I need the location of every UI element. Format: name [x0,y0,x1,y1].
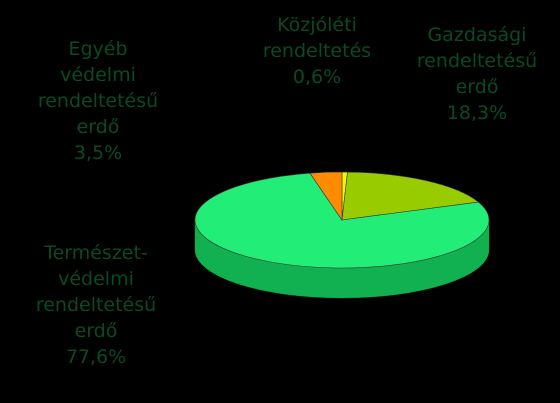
pie-slice-3 [309,171,343,221]
label-kozjoleti: Közjóléti rendeltetés 0,6% [232,12,402,90]
pie-slice-1 [341,171,480,221]
label-line: védelmi [60,64,136,86]
label-line: Közjóléti [277,14,357,36]
label-line: védelmi [58,268,134,290]
label-line: Természet- [44,242,148,264]
label-value: 3,5% [73,142,123,164]
label-line: Egyéb [68,38,128,60]
label-line: rendeltetésű [35,294,157,316]
label-line: erdő [74,320,118,342]
label-termeszetvedelmi: Természet- védelmi rendeltetésű erdő 77,… [6,240,186,370]
label-line: rendeltetésű [416,50,538,72]
pie-slice-2 [194,172,490,269]
label-value: 18,3% [446,102,508,124]
label-line: rendeltetés [262,40,372,62]
label-value: 77,6% [65,346,127,368]
label-gazdasagi: Gazdasági rendeltetésű erdő 18,3% [396,22,558,126]
label-egyeb-vedelmi: Egyéb védelmi rendeltetésű erdő 3,5% [8,36,188,166]
label-line: rendeltetésű [37,90,159,112]
label-line: erdő [76,116,120,138]
label-line: erdő [455,76,499,98]
label-value: 0,6% [292,66,342,88]
label-line: Gazdasági [427,24,527,46]
